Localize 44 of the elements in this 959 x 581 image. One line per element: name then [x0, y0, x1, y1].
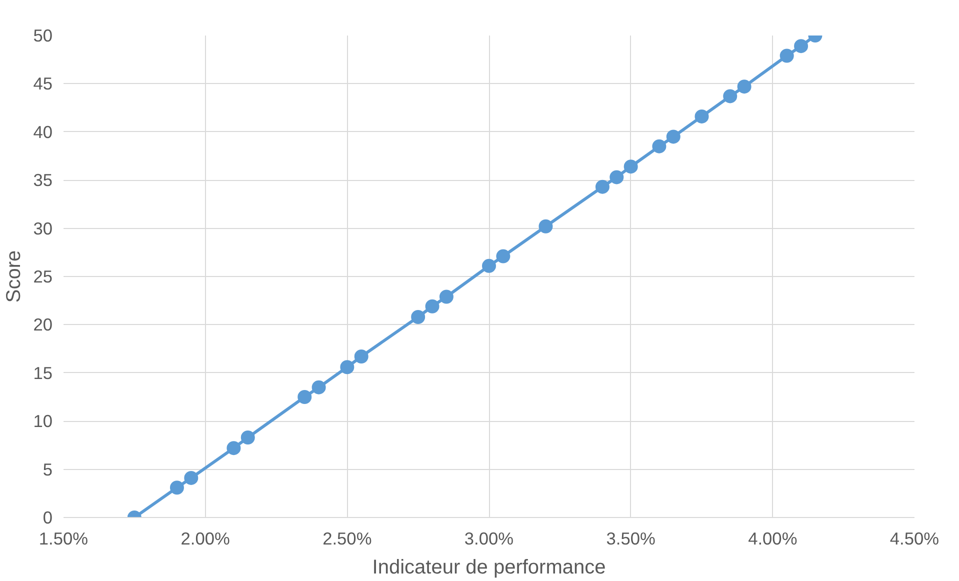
point [170, 480, 184, 495]
point [780, 48, 794, 63]
x-tick-label: 4.50% [890, 528, 940, 548]
point [610, 170, 624, 184]
point [411, 310, 426, 324]
y-tick-label: 15 [33, 362, 53, 383]
point [226, 441, 241, 456]
x-tick-label: 2.50% [322, 528, 372, 548]
point [340, 360, 354, 374]
y-tick-label: 10 [33, 411, 53, 432]
point [595, 180, 610, 194]
point [184, 470, 198, 485]
point [482, 258, 496, 273]
y-axis-title: Score [3, 250, 26, 303]
y-tick-label: 20 [33, 314, 53, 335]
y-tick-label: 35 [33, 170, 53, 190]
y-tick-label: 40 [33, 122, 53, 142]
point [666, 130, 680, 144]
point [652, 139, 666, 154]
y-tick-label: 5 [42, 459, 53, 480]
y-tick-label: 45 [33, 74, 53, 94]
point [694, 109, 709, 124]
y-tick-label: 25 [33, 266, 53, 286]
point [538, 219, 553, 234]
point [723, 89, 738, 104]
x-tick-label: 2.00% [180, 528, 230, 548]
point [240, 430, 255, 444]
point [737, 80, 752, 94]
point [624, 160, 638, 174]
point [312, 380, 326, 394]
point [794, 39, 808, 54]
point [496, 249, 510, 264]
point [425, 299, 440, 314]
x-tick-label: 3.50% [606, 528, 656, 548]
y-tick-label: 0 [42, 508, 53, 528]
x-tick-label: 4.00% [748, 528, 798, 548]
point [354, 350, 368, 364]
x-tick-label: 1.50% [38, 528, 88, 548]
x-tick-label: 3.00% [464, 528, 514, 548]
point [298, 390, 312, 404]
x-axis-title: Indicateur de performance [372, 556, 606, 578]
point [439, 290, 454, 304]
y-tick-label: 50 [33, 26, 53, 46]
y-tick-label: 30 [33, 218, 53, 238]
